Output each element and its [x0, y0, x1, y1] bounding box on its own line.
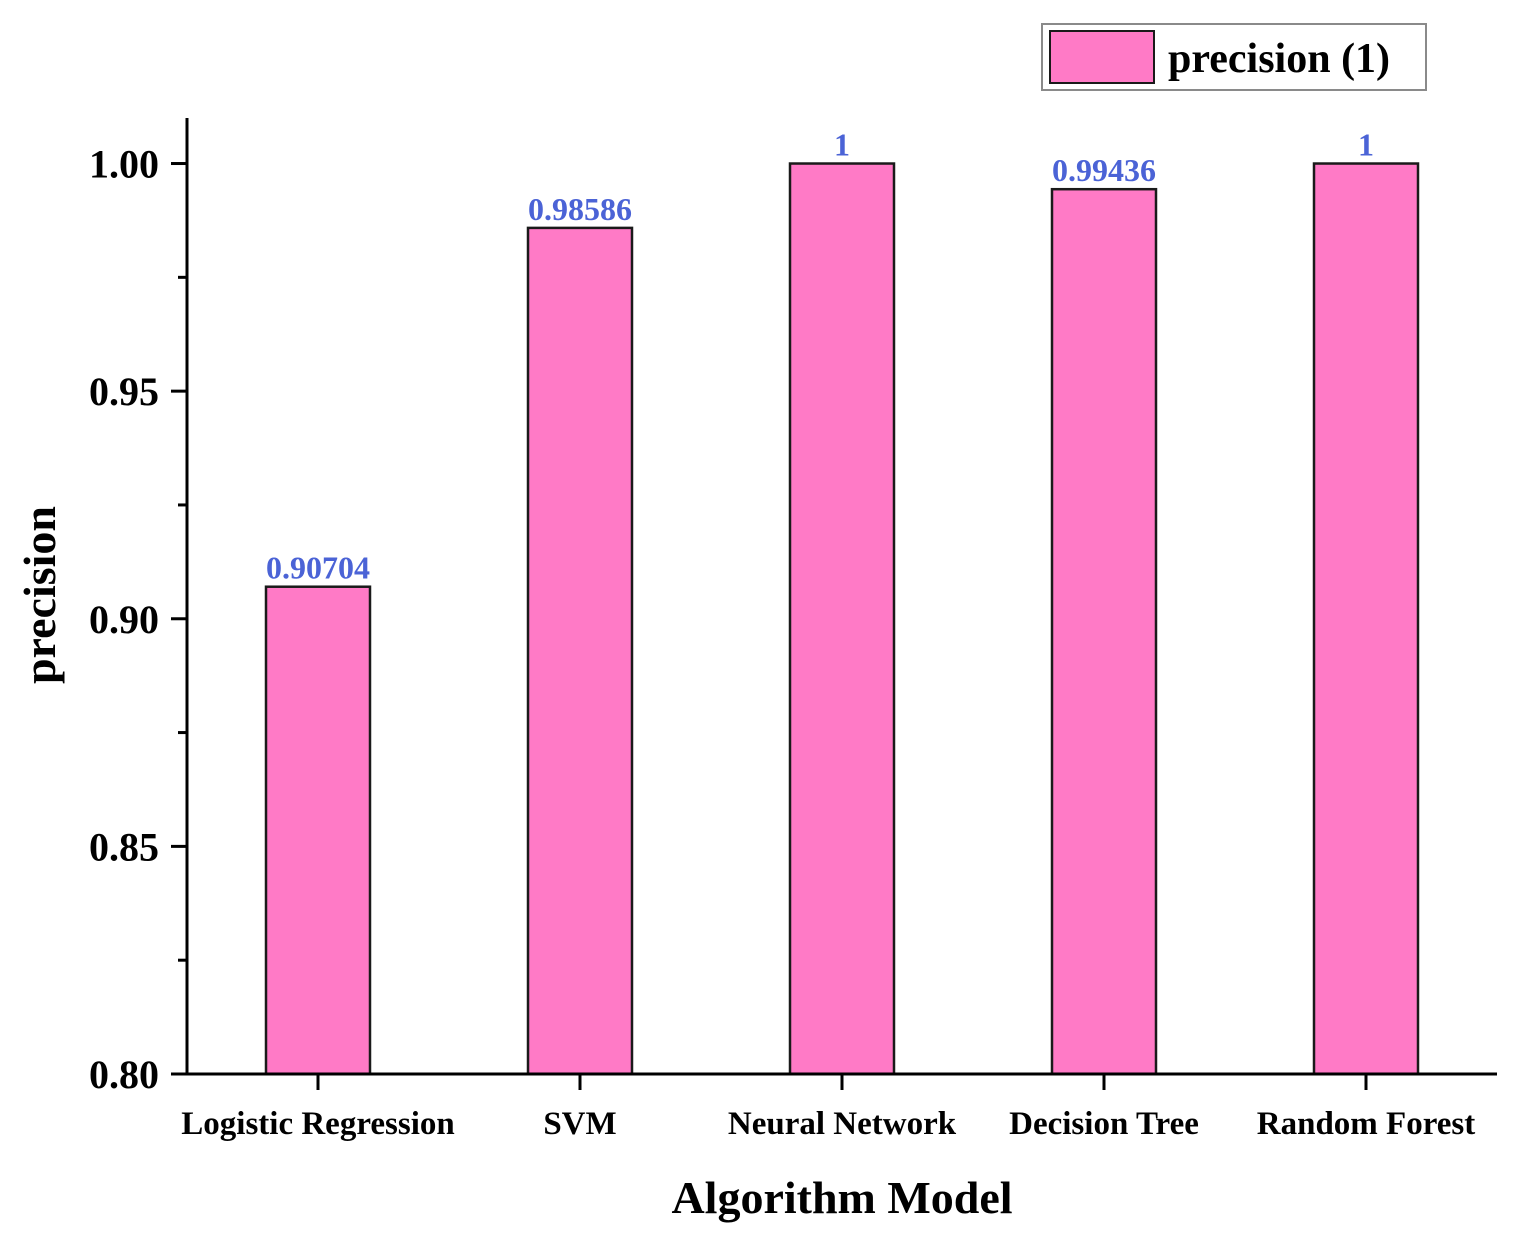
y-tick-label: 0.85 — [89, 824, 159, 869]
x-axis-title: Algorithm Model — [671, 1172, 1012, 1223]
axes — [185, 118, 1497, 1076]
x-tick-label: Logistic Regression — [181, 1106, 454, 1142]
bar-value-label: 0.98586 — [528, 191, 632, 227]
y-tick-label: 0.90 — [89, 597, 159, 642]
bar — [264, 585, 372, 1076]
bar — [1050, 187, 1158, 1076]
x-tick-label: Decision Tree — [1009, 1106, 1199, 1142]
bar — [788, 162, 896, 1076]
y-tick-label: 0.80 — [89, 1052, 159, 1097]
x-tick-label: Neural Network — [728, 1106, 957, 1142]
bar-value-labels: 0.90704 0.98586 1 0.99436 1 — [266, 127, 1374, 586]
bar-series — [264, 162, 1420, 1076]
x-axis-ticks: Logistic Regression SVM Neural Network Deci… — [181, 1074, 1475, 1142]
x-tick-label: SVM — [543, 1106, 616, 1142]
legend: precision (1) — [1041, 23, 1427, 91]
bar-value-label: 0.99436 — [1052, 152, 1156, 188]
bar — [1312, 162, 1420, 1076]
bar-value-label: 0.90704 — [266, 550, 370, 586]
x-tick-label: Random Forest — [1257, 1106, 1475, 1142]
y-tick-label: 1.00 — [89, 142, 159, 187]
y-axis-title: precision — [14, 506, 65, 684]
legend-label: precision (1) — [1168, 36, 1390, 82]
y-tick-label: 0.95 — [89, 369, 159, 414]
y-axis-ticks: 0.80 0.85 0.90 0.95 1.00 — [89, 142, 187, 1097]
bar-value-label: 1 — [1358, 127, 1374, 163]
legend-swatch — [1049, 30, 1155, 84]
bar-value-label: 1 — [834, 127, 850, 163]
bar — [526, 226, 634, 1076]
